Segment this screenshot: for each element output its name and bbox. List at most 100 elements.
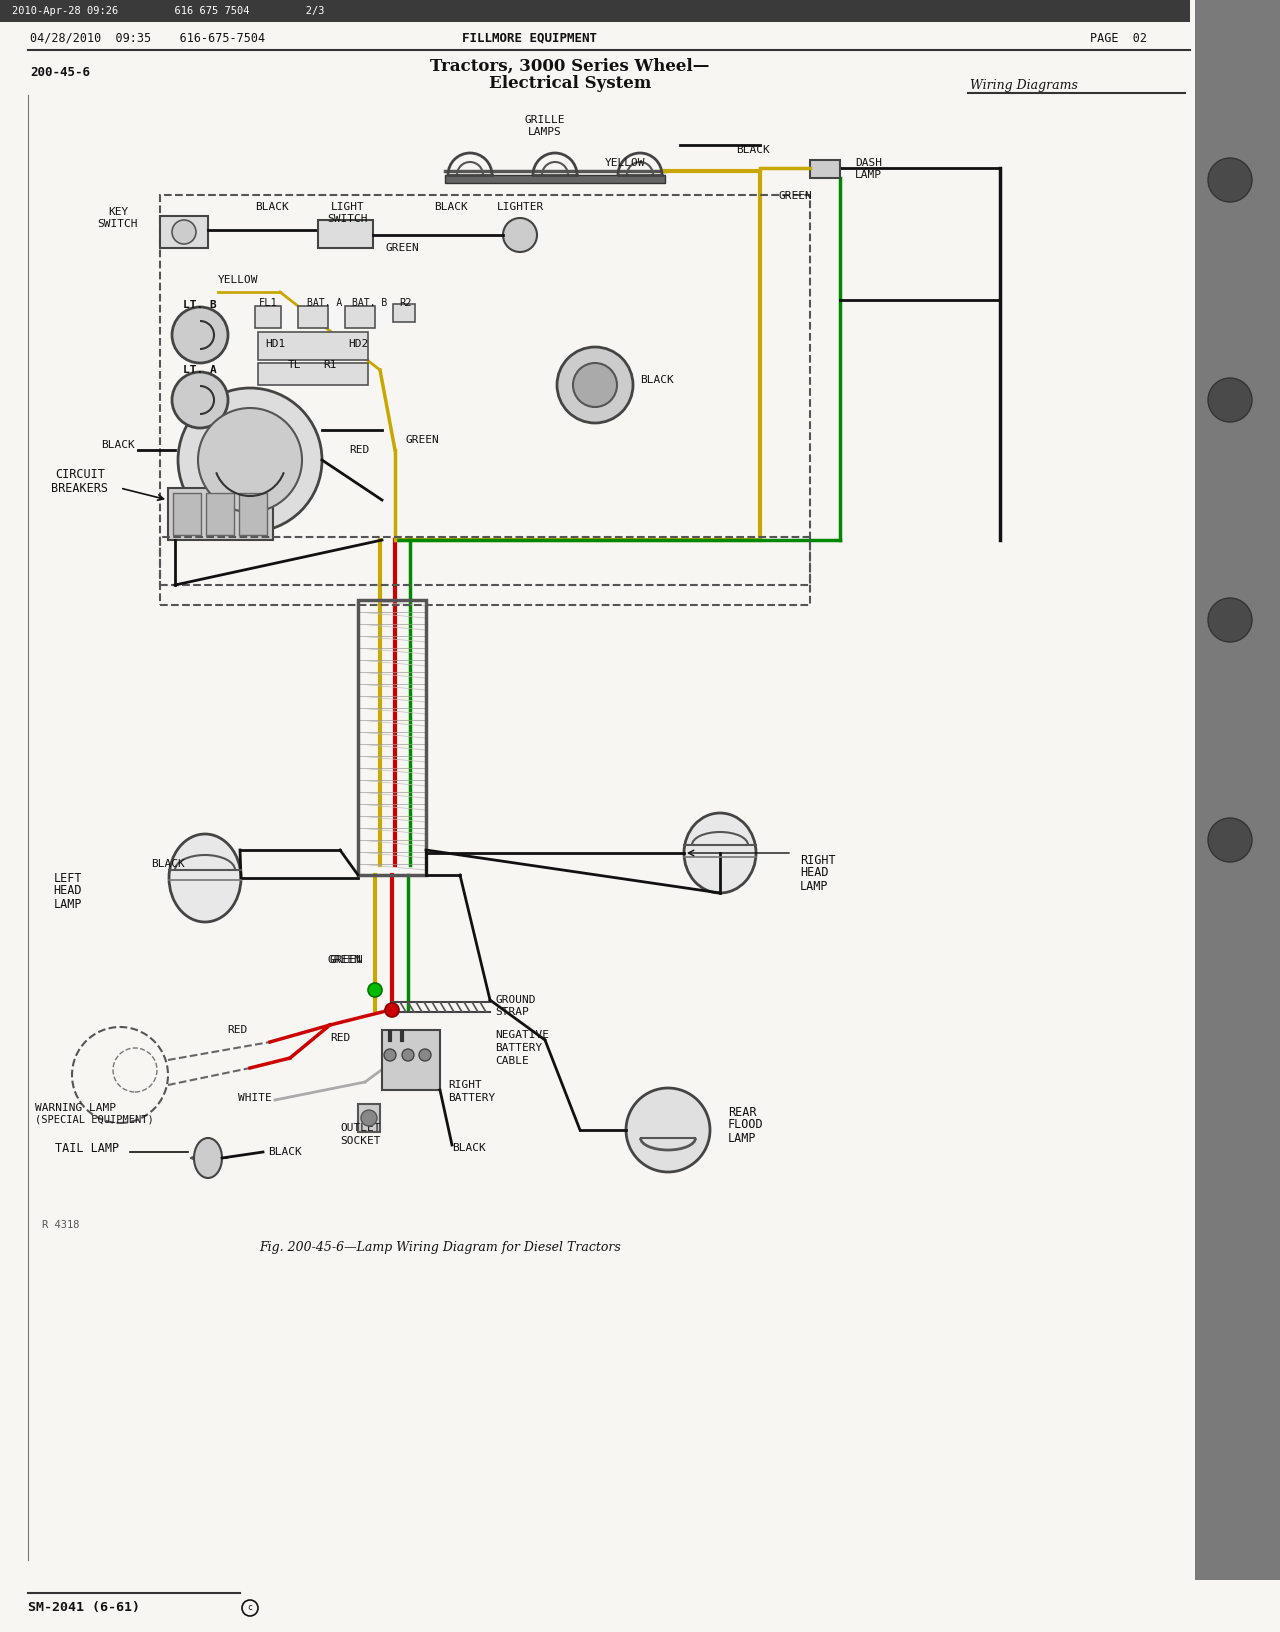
- Text: GREEN: GREEN: [330, 955, 364, 965]
- Text: FILLMORE EQUIPMENT: FILLMORE EQUIPMENT: [462, 31, 598, 44]
- Ellipse shape: [195, 1138, 221, 1178]
- Bar: [160, 194, 810, 584]
- Bar: [346, 307, 375, 328]
- Bar: [206, 493, 234, 535]
- Text: YELLOW: YELLOW: [604, 158, 645, 168]
- Circle shape: [172, 307, 228, 362]
- Text: BATTERY: BATTERY: [448, 1093, 495, 1103]
- Text: RIGHT: RIGHT: [448, 1080, 481, 1090]
- Ellipse shape: [684, 813, 756, 893]
- Bar: [381, 1030, 440, 1090]
- Bar: [259, 362, 369, 385]
- Text: 04/28/2010  09:35    616-675-7504: 04/28/2010 09:35 616-675-7504: [29, 31, 265, 44]
- Text: NEGATIVE: NEGATIVE: [495, 1030, 549, 1040]
- Text: LIGHT: LIGHT: [332, 202, 365, 212]
- Text: BLACK: BLACK: [268, 1147, 302, 1157]
- Circle shape: [198, 408, 302, 512]
- Text: FL1: FL1: [259, 299, 278, 308]
- Text: BLACK: BLACK: [255, 202, 289, 212]
- Text: GRILLE: GRILLE: [525, 114, 566, 126]
- Text: HD1: HD1: [265, 339, 285, 349]
- Text: BATTERY: BATTERY: [495, 1043, 543, 1053]
- Bar: [0, 0, 1190, 21]
- Text: DASH: DASH: [855, 158, 882, 168]
- Circle shape: [402, 1049, 413, 1061]
- Text: BLACK: BLACK: [736, 145, 771, 155]
- Bar: [255, 307, 282, 328]
- Bar: [298, 307, 328, 328]
- Bar: [259, 331, 369, 361]
- Bar: [168, 488, 273, 540]
- Bar: [173, 493, 201, 535]
- Text: BLACK: BLACK: [434, 202, 468, 212]
- Text: R2: R2: [399, 299, 411, 308]
- Text: LAMP: LAMP: [728, 1131, 756, 1144]
- Text: RIGHT: RIGHT: [800, 854, 836, 867]
- Text: LT. B: LT. B: [183, 300, 216, 310]
- Text: WARNING LAMP: WARNING LAMP: [35, 1103, 116, 1113]
- Text: BLACK: BLACK: [151, 858, 186, 868]
- Circle shape: [503, 219, 538, 251]
- Text: SM-2041 (6-61): SM-2041 (6-61): [28, 1601, 140, 1614]
- Text: CABLE: CABLE: [495, 1056, 529, 1066]
- Text: YELLOW: YELLOW: [218, 276, 259, 286]
- Circle shape: [384, 1049, 396, 1061]
- Text: FLOOD: FLOOD: [728, 1118, 764, 1131]
- Bar: [160, 215, 207, 248]
- Circle shape: [385, 1004, 399, 1017]
- FancyArrowPatch shape: [191, 1155, 228, 1162]
- Text: SWITCH: SWITCH: [328, 214, 369, 224]
- Text: 200-45-6: 200-45-6: [29, 65, 90, 78]
- Circle shape: [178, 388, 323, 532]
- Circle shape: [172, 220, 196, 245]
- Circle shape: [573, 362, 617, 406]
- Bar: [1196, 0, 1280, 1580]
- Bar: [358, 1103, 380, 1133]
- Circle shape: [1208, 379, 1252, 423]
- Text: OUTLET: OUTLET: [340, 1123, 380, 1133]
- Text: LAMPS: LAMPS: [529, 127, 562, 137]
- Text: 2010-Apr-28 09:26         616 675 7504         2/3: 2010-Apr-28 09:26 616 675 7504 2/3: [12, 7, 325, 16]
- Text: PAGE  02: PAGE 02: [1091, 31, 1147, 44]
- Text: LEFT: LEFT: [54, 871, 82, 885]
- Text: LAMP: LAMP: [54, 898, 82, 911]
- Text: SOCKET: SOCKET: [340, 1136, 380, 1146]
- Text: (SPECIAL EQUIPMENT): (SPECIAL EQUIPMENT): [35, 1115, 154, 1124]
- Text: RED: RED: [330, 1033, 351, 1043]
- Text: RED: RED: [228, 1025, 248, 1035]
- Text: BREAKERS: BREAKERS: [51, 481, 109, 494]
- Text: HEAD: HEAD: [800, 867, 828, 880]
- Text: LT. A: LT. A: [183, 366, 216, 375]
- Text: BLACK: BLACK: [101, 441, 134, 450]
- Text: TAIL LAMP: TAIL LAMP: [55, 1141, 119, 1154]
- Text: R 4318: R 4318: [42, 1221, 79, 1231]
- Bar: [445, 175, 666, 183]
- Bar: [239, 493, 268, 535]
- Text: RED: RED: [349, 446, 370, 455]
- Text: STRAP: STRAP: [495, 1007, 529, 1017]
- Bar: [317, 220, 372, 248]
- Text: CIRCUIT: CIRCUIT: [55, 468, 105, 481]
- Bar: [358, 601, 426, 875]
- Circle shape: [172, 372, 228, 428]
- Text: GREEN: GREEN: [328, 955, 362, 965]
- Text: WHITE: WHITE: [238, 1093, 273, 1103]
- Bar: [810, 160, 840, 178]
- Bar: [393, 304, 415, 322]
- Text: GREEN: GREEN: [404, 436, 439, 446]
- Text: LIGHTER: LIGHTER: [497, 202, 544, 212]
- Circle shape: [1208, 818, 1252, 862]
- Text: BLACK: BLACK: [640, 375, 673, 385]
- Text: HEAD: HEAD: [54, 885, 82, 898]
- Text: TL: TL: [288, 361, 302, 370]
- Text: R1: R1: [324, 361, 337, 370]
- Circle shape: [557, 348, 634, 423]
- Circle shape: [1208, 158, 1252, 202]
- Text: Wiring Diagrams: Wiring Diagrams: [970, 80, 1078, 93]
- Text: REAR: REAR: [728, 1105, 756, 1118]
- Circle shape: [626, 1089, 710, 1172]
- Text: LAMP: LAMP: [800, 880, 828, 893]
- Text: Tractors, 3000 Series Wheel—: Tractors, 3000 Series Wheel—: [430, 57, 709, 75]
- Text: BLACK: BLACK: [452, 1142, 485, 1152]
- Text: c: c: [247, 1604, 252, 1612]
